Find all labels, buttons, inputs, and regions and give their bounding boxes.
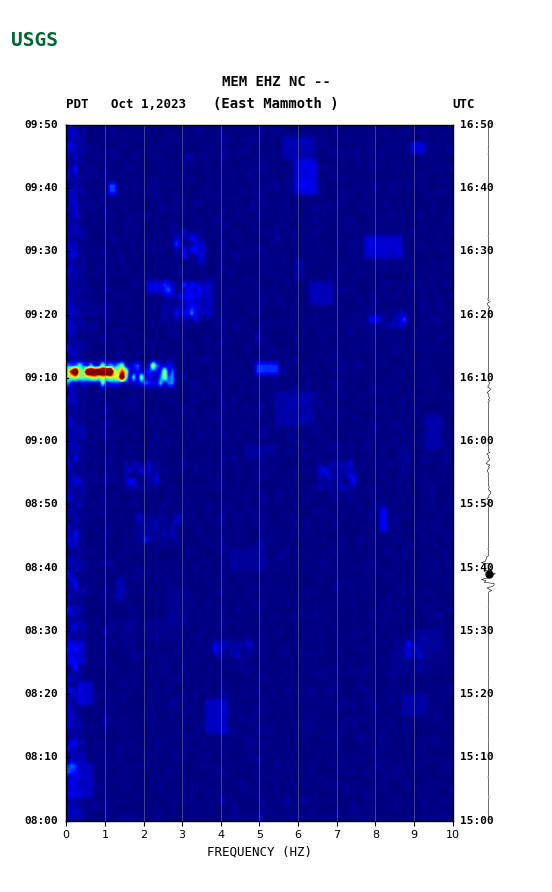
Text: 15:50: 15:50 [460, 500, 494, 509]
Text: (East Mammoth ): (East Mammoth ) [213, 97, 339, 112]
Text: MEM EHZ NC --: MEM EHZ NC -- [221, 75, 331, 89]
Text: UTC: UTC [453, 98, 475, 112]
Text: 09:40: 09:40 [25, 183, 59, 194]
Text: 08:10: 08:10 [25, 752, 59, 763]
Text: 09:20: 09:20 [25, 310, 59, 319]
Text: 16:00: 16:00 [460, 436, 494, 446]
Text: 08:20: 08:20 [25, 690, 59, 699]
Text: 09:50: 09:50 [25, 120, 59, 130]
Text: 16:50: 16:50 [460, 120, 494, 130]
Text: 15:40: 15:40 [460, 563, 494, 573]
Text: 09:30: 09:30 [25, 246, 59, 256]
Text: 09:00: 09:00 [25, 436, 59, 446]
Text: 15:20: 15:20 [460, 690, 494, 699]
Text: PDT   Oct 1,2023: PDT Oct 1,2023 [66, 98, 186, 112]
Text: 16:40: 16:40 [460, 183, 494, 194]
X-axis label: FREQUENCY (HZ): FREQUENCY (HZ) [207, 846, 312, 859]
Text: 08:40: 08:40 [25, 563, 59, 573]
Text: 16:30: 16:30 [460, 246, 494, 256]
Text: 09:10: 09:10 [25, 373, 59, 383]
Text: 08:00: 08:00 [25, 815, 59, 826]
Text: 15:00: 15:00 [460, 815, 494, 826]
Text: 15:10: 15:10 [460, 752, 494, 763]
Text: 16:20: 16:20 [460, 310, 494, 319]
Text: 15:30: 15:30 [460, 626, 494, 636]
Text: 08:30: 08:30 [25, 626, 59, 636]
Text: 16:10: 16:10 [460, 373, 494, 383]
Text: 08:50: 08:50 [25, 500, 59, 509]
Text: USGS: USGS [11, 31, 58, 50]
